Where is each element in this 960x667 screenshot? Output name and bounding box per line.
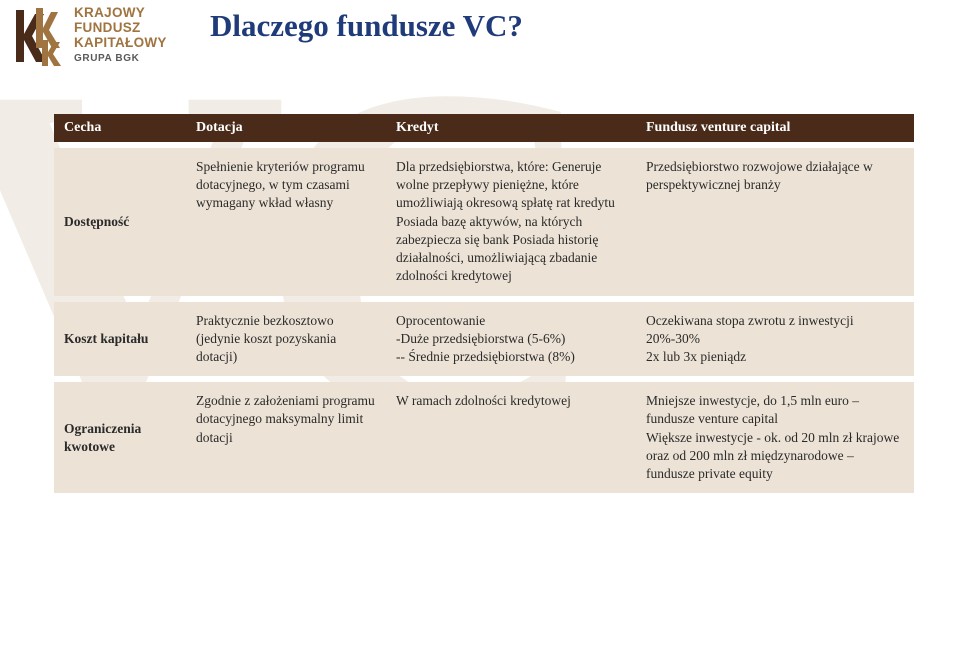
table-row: Dostępność Spełnienie kryteriów programu…	[54, 148, 914, 296]
cell-dotacja: Zgodnie z założeniami programu dotacyjne…	[186, 382, 386, 493]
cell-dotacja: Spełnienie kryteriów programu dotacyjneg…	[186, 148, 386, 296]
table-header-row: Cecha Dotacja Kredyt Fundusz venture cap…	[54, 114, 914, 142]
cell-fundusz: Przedsiębiorstwo rozwojowe działające w …	[636, 148, 914, 296]
row-label: Ograniczenia kwotowe	[54, 382, 186, 493]
th-fundusz: Fundusz venture capital	[636, 114, 914, 142]
row-label: Koszt kapitału	[54, 302, 186, 377]
logo-mark	[12, 6, 70, 73]
logo-sub: GRUPA BGK	[74, 53, 167, 64]
th-dotacja: Dotacja	[186, 114, 386, 142]
comparison-table: Cecha Dotacja Kredyt Fundusz venture cap…	[54, 108, 914, 499]
cell-fundusz: Oczekiwana stopa zwrotu z inwestycji20%-…	[636, 302, 914, 377]
th-cecha: Cecha	[54, 114, 186, 142]
cell-dotacja: Praktycznie bezkosztowo (jedynie koszt p…	[186, 302, 386, 377]
page-title: Dlaczego fundusze VC?	[210, 8, 523, 44]
logo-text: KRAJOWY FUNDUSZ KAPITAŁOWY GRUPA BGK	[74, 6, 167, 64]
logo-line1: KRAJOWY	[74, 6, 167, 21]
logo-line2: FUNDUSZ	[74, 21, 167, 36]
logo-line3: KAPITAŁOWY	[74, 36, 167, 51]
table-row: Ograniczenia kwotowe Zgodnie z założenia…	[54, 382, 914, 493]
cell-kredyt: Oprocentowanie-Duże przedsiębiorstwa (5-…	[386, 302, 636, 377]
th-kredyt: Kredyt	[386, 114, 636, 142]
table-row: Koszt kapitału Praktycznie bezkosztowo (…	[54, 302, 914, 377]
cell-fundusz: Mniejsze inwestycje, do 1,5 mln euro – f…	[636, 382, 914, 493]
row-label: Dostępność	[54, 148, 186, 296]
cell-kredyt: Dla przedsiębiorstwa, które: Generuje wo…	[386, 148, 636, 296]
cell-kredyt: W ramach zdolności kredytowej	[386, 382, 636, 493]
